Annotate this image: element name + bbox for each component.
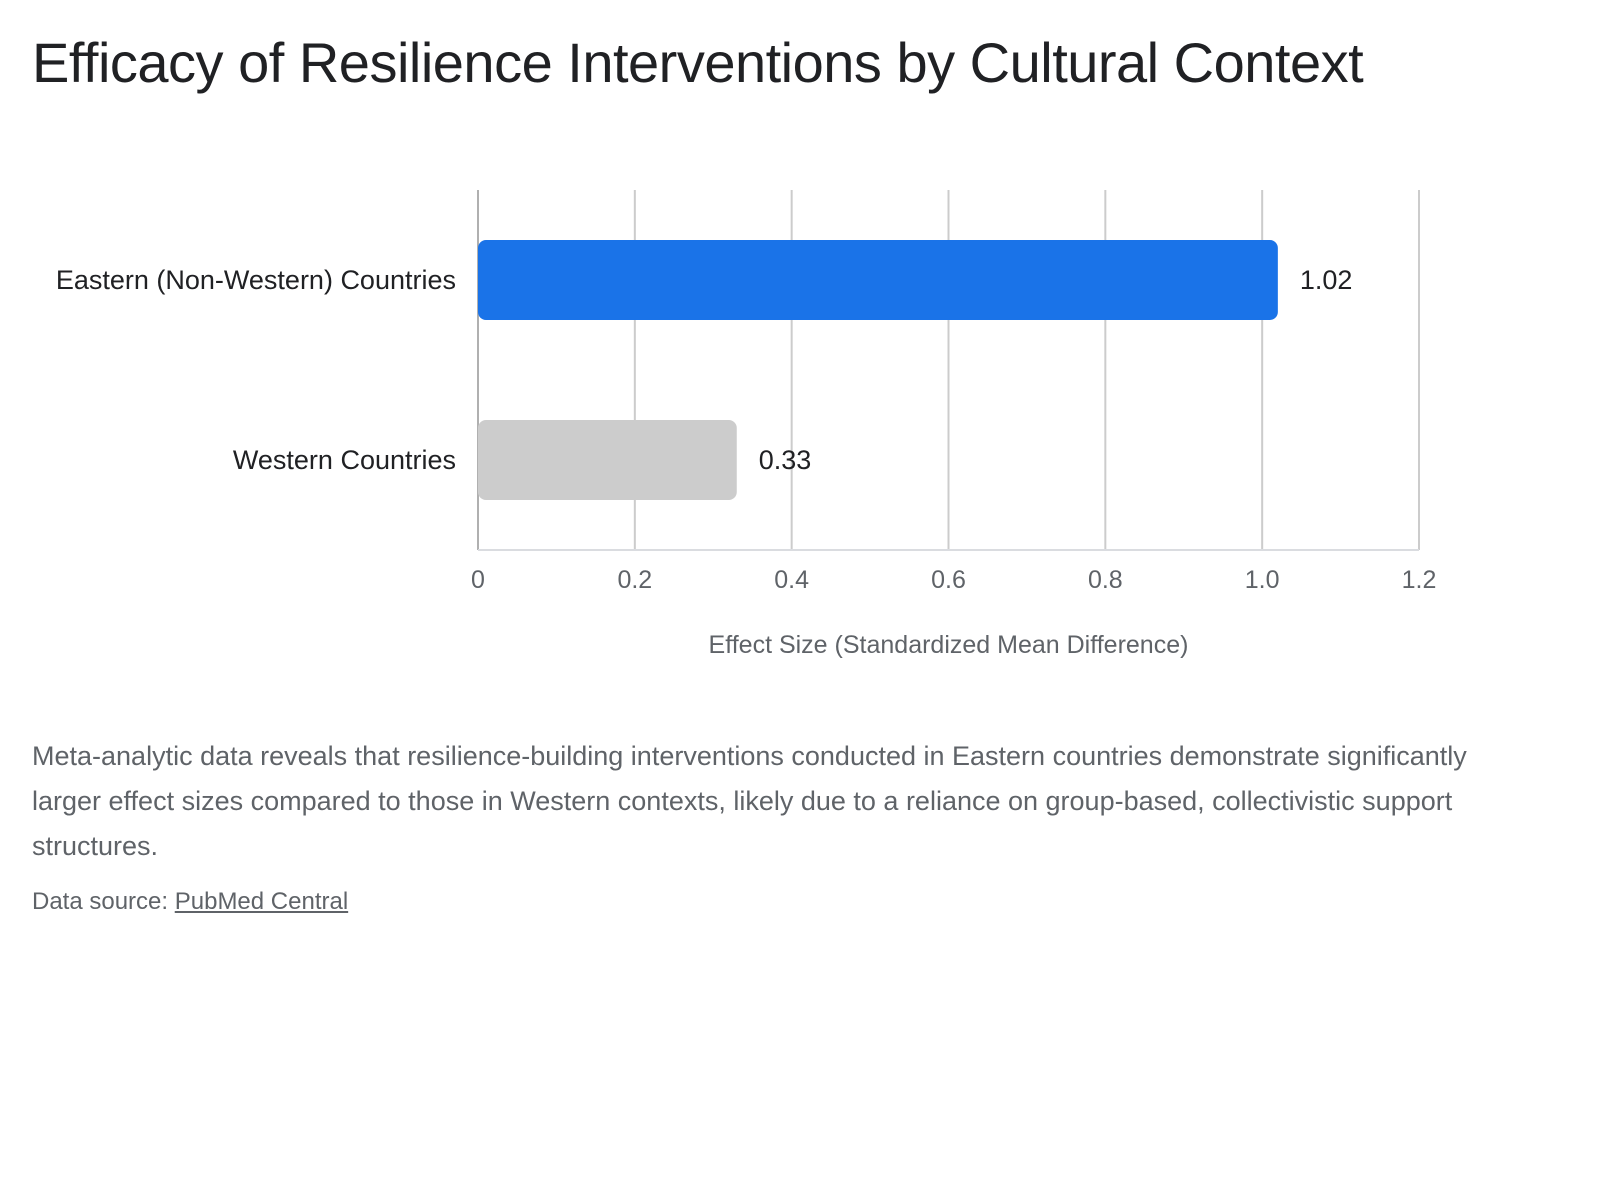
bar[interactable] [478, 240, 1278, 320]
tick-label: 1.2 [1402, 566, 1437, 594]
tick-label: 0 [471, 566, 485, 594]
chart-description: Meta-analytic data reveals that resilien… [32, 741, 1467, 861]
tick-label: 0.8 [1088, 566, 1123, 594]
value-label: 0.33 [759, 445, 812, 475]
category-label: Eastern (Non-Western) Countries [56, 265, 456, 295]
bar-chart: Eastern (Non-Western) Countries 1.02 Weste… [56, 190, 1436, 659]
tick-label: 1.0 [1245, 566, 1280, 594]
tick-label: 0.6 [931, 566, 966, 594]
data-source-prefix: Data source: [32, 888, 175, 915]
x-axis-title: Effect Size (Standardized Mean Differenc… [709, 631, 1189, 659]
data-source-link[interactable]: PubMed Central [174, 888, 349, 915]
tick-label: 0.4 [774, 566, 809, 594]
data-source: Data source: PubMed Central [32, 888, 348, 916]
category-label: Western Countries [233, 445, 456, 475]
tick-label: 0.2 [617, 566, 652, 594]
x-axis-ticks: 0 0.2 0.4 0.6 0.8 1.0 1.2 [471, 566, 1436, 594]
value-label: 1.02 [1300, 265, 1353, 295]
chart-title: Efficacy of Resilience Interventions by … [32, 31, 1364, 94]
labels: Eastern (Non-Western) Countries 1.02 Weste… [56, 265, 1353, 475]
bar[interactable] [478, 420, 737, 500]
bars [478, 240, 1278, 500]
